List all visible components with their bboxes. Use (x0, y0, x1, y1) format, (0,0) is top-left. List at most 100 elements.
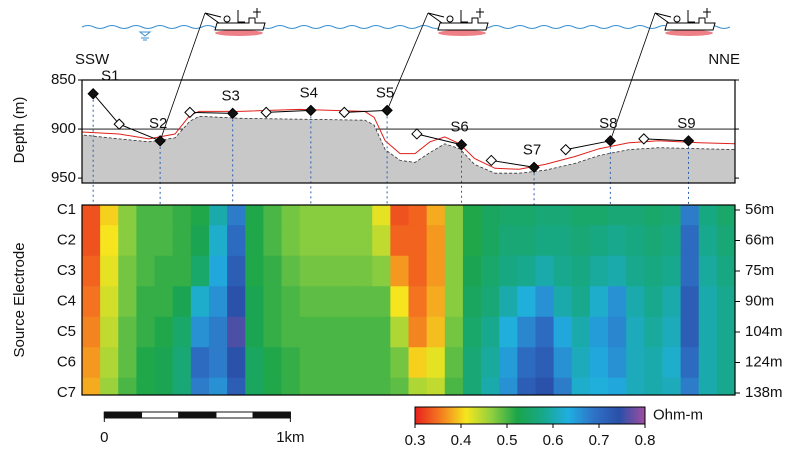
heatmap-cell (372, 255, 391, 287)
heatmap-cell (499, 377, 518, 396)
heatmap-cell (408, 377, 428, 396)
heatmap-cell (317, 255, 337, 287)
ship (427, 8, 489, 36)
station-label: S9 (677, 115, 695, 132)
heatmap-cell (390, 225, 409, 257)
heatmap-cell (100, 377, 119, 396)
colorbar-tick-label: 0.6 (543, 432, 564, 449)
heatmap-cell (299, 316, 319, 348)
heatmap-cell (662, 347, 681, 379)
heatmap-cell (680, 205, 700, 226)
heatmap-cell (281, 255, 301, 287)
connector (189, 111, 233, 114)
heatmap-cell (535, 225, 555, 257)
y-tick-label: 950 (51, 169, 76, 186)
heatmap-cell (571, 286, 591, 318)
y-tick-label: 900 (51, 120, 76, 137)
heatmap-cell (626, 377, 645, 396)
heatmap-cell (354, 255, 373, 287)
ship (654, 8, 716, 36)
heatmap-cell (644, 316, 663, 348)
heatmap-cell (317, 205, 337, 226)
heatmap-cell (553, 286, 573, 318)
heatmap-cell (154, 255, 174, 287)
heatmap-cell (245, 377, 264, 396)
heatmap-cell (662, 286, 681, 318)
heatmap-cell (571, 347, 591, 379)
heatmap-cell (716, 225, 736, 257)
heatmap-cell (444, 347, 464, 379)
heatmap-cell (662, 255, 681, 287)
ship-drum (446, 15, 454, 23)
ship-mast (237, 8, 261, 23)
heatmap-cell (462, 255, 482, 287)
heatmap-cell (390, 205, 409, 226)
station-label: S7 (523, 141, 541, 158)
receiver-marker (260, 106, 272, 119)
heatmap-cell (481, 377, 500, 396)
heatmap-cell (462, 347, 482, 379)
heatmap-cell (390, 255, 409, 287)
row-label: C1 (57, 201, 76, 218)
row-label-right: 66m (745, 231, 774, 248)
heatmap-cell (372, 205, 391, 226)
heatmap-cell (716, 205, 736, 226)
station-marker (154, 135, 166, 147)
heatmap-cell (136, 205, 155, 226)
scale-bar-segment (103, 411, 143, 419)
station-label: S4 (300, 84, 318, 101)
colorbar-tick-label: 0.4 (451, 432, 472, 449)
heatmap-cell (589, 347, 609, 379)
heatmap-cell (354, 347, 373, 379)
row-label: C7 (57, 384, 76, 401)
heatmap-frame (81, 204, 736, 396)
heatmap-cell (317, 225, 337, 257)
heatmap-cell (408, 225, 428, 257)
ships (204, 8, 716, 36)
station-marker (455, 139, 468, 151)
heatmap-cell (245, 316, 264, 348)
heatmap-cell (172, 347, 192, 379)
direction-right: NNE (708, 51, 740, 68)
heatmap-cell (517, 255, 536, 287)
heatmap-cell (281, 347, 301, 379)
heatmap-cell (535, 316, 555, 348)
heatmap-cell (136, 286, 155, 318)
heatmap-cell (227, 316, 246, 348)
colorbar-tick-label: 0.3 (405, 432, 426, 449)
heatmap-cell (172, 205, 192, 226)
heatmap-cell (172, 255, 192, 287)
row-label-right: 75m (745, 262, 774, 279)
heatmap-cell (100, 205, 119, 226)
heatmap-cell (408, 255, 428, 287)
heatmap-cell (644, 377, 663, 396)
heatmap-cell (608, 316, 627, 348)
ship-hull (437, 17, 489, 31)
ship-hull-underwater (215, 30, 263, 36)
station-marker (528, 161, 540, 174)
heatmap-cell (190, 377, 210, 396)
heatmap-cell (444, 225, 464, 257)
heatmap-cell (227, 377, 246, 396)
heatmap-cell (372, 377, 391, 396)
heatmap-cell (299, 377, 319, 396)
heatmap-cell (644, 225, 663, 257)
heatmap-cell (190, 316, 210, 348)
heatmap-cell (136, 255, 155, 287)
heatmap-cell (372, 347, 391, 379)
row-label-right: 104m (745, 323, 783, 340)
heatmap-cell (608, 255, 627, 287)
heatmap-cell (136, 347, 155, 379)
heatmap-cell (118, 316, 137, 348)
heatmap-cell (517, 377, 536, 396)
station-label: S8 (599, 115, 617, 132)
heatmap-cell (608, 286, 627, 318)
heatmap-cell (426, 316, 446, 348)
ship-mast (687, 8, 711, 23)
ship-crane (427, 12, 445, 24)
heatmap-cell (481, 286, 500, 318)
heatmap-cell (227, 225, 246, 257)
heatmap-cell (354, 205, 373, 226)
connector (266, 109, 311, 113)
ship-mast (460, 8, 484, 23)
